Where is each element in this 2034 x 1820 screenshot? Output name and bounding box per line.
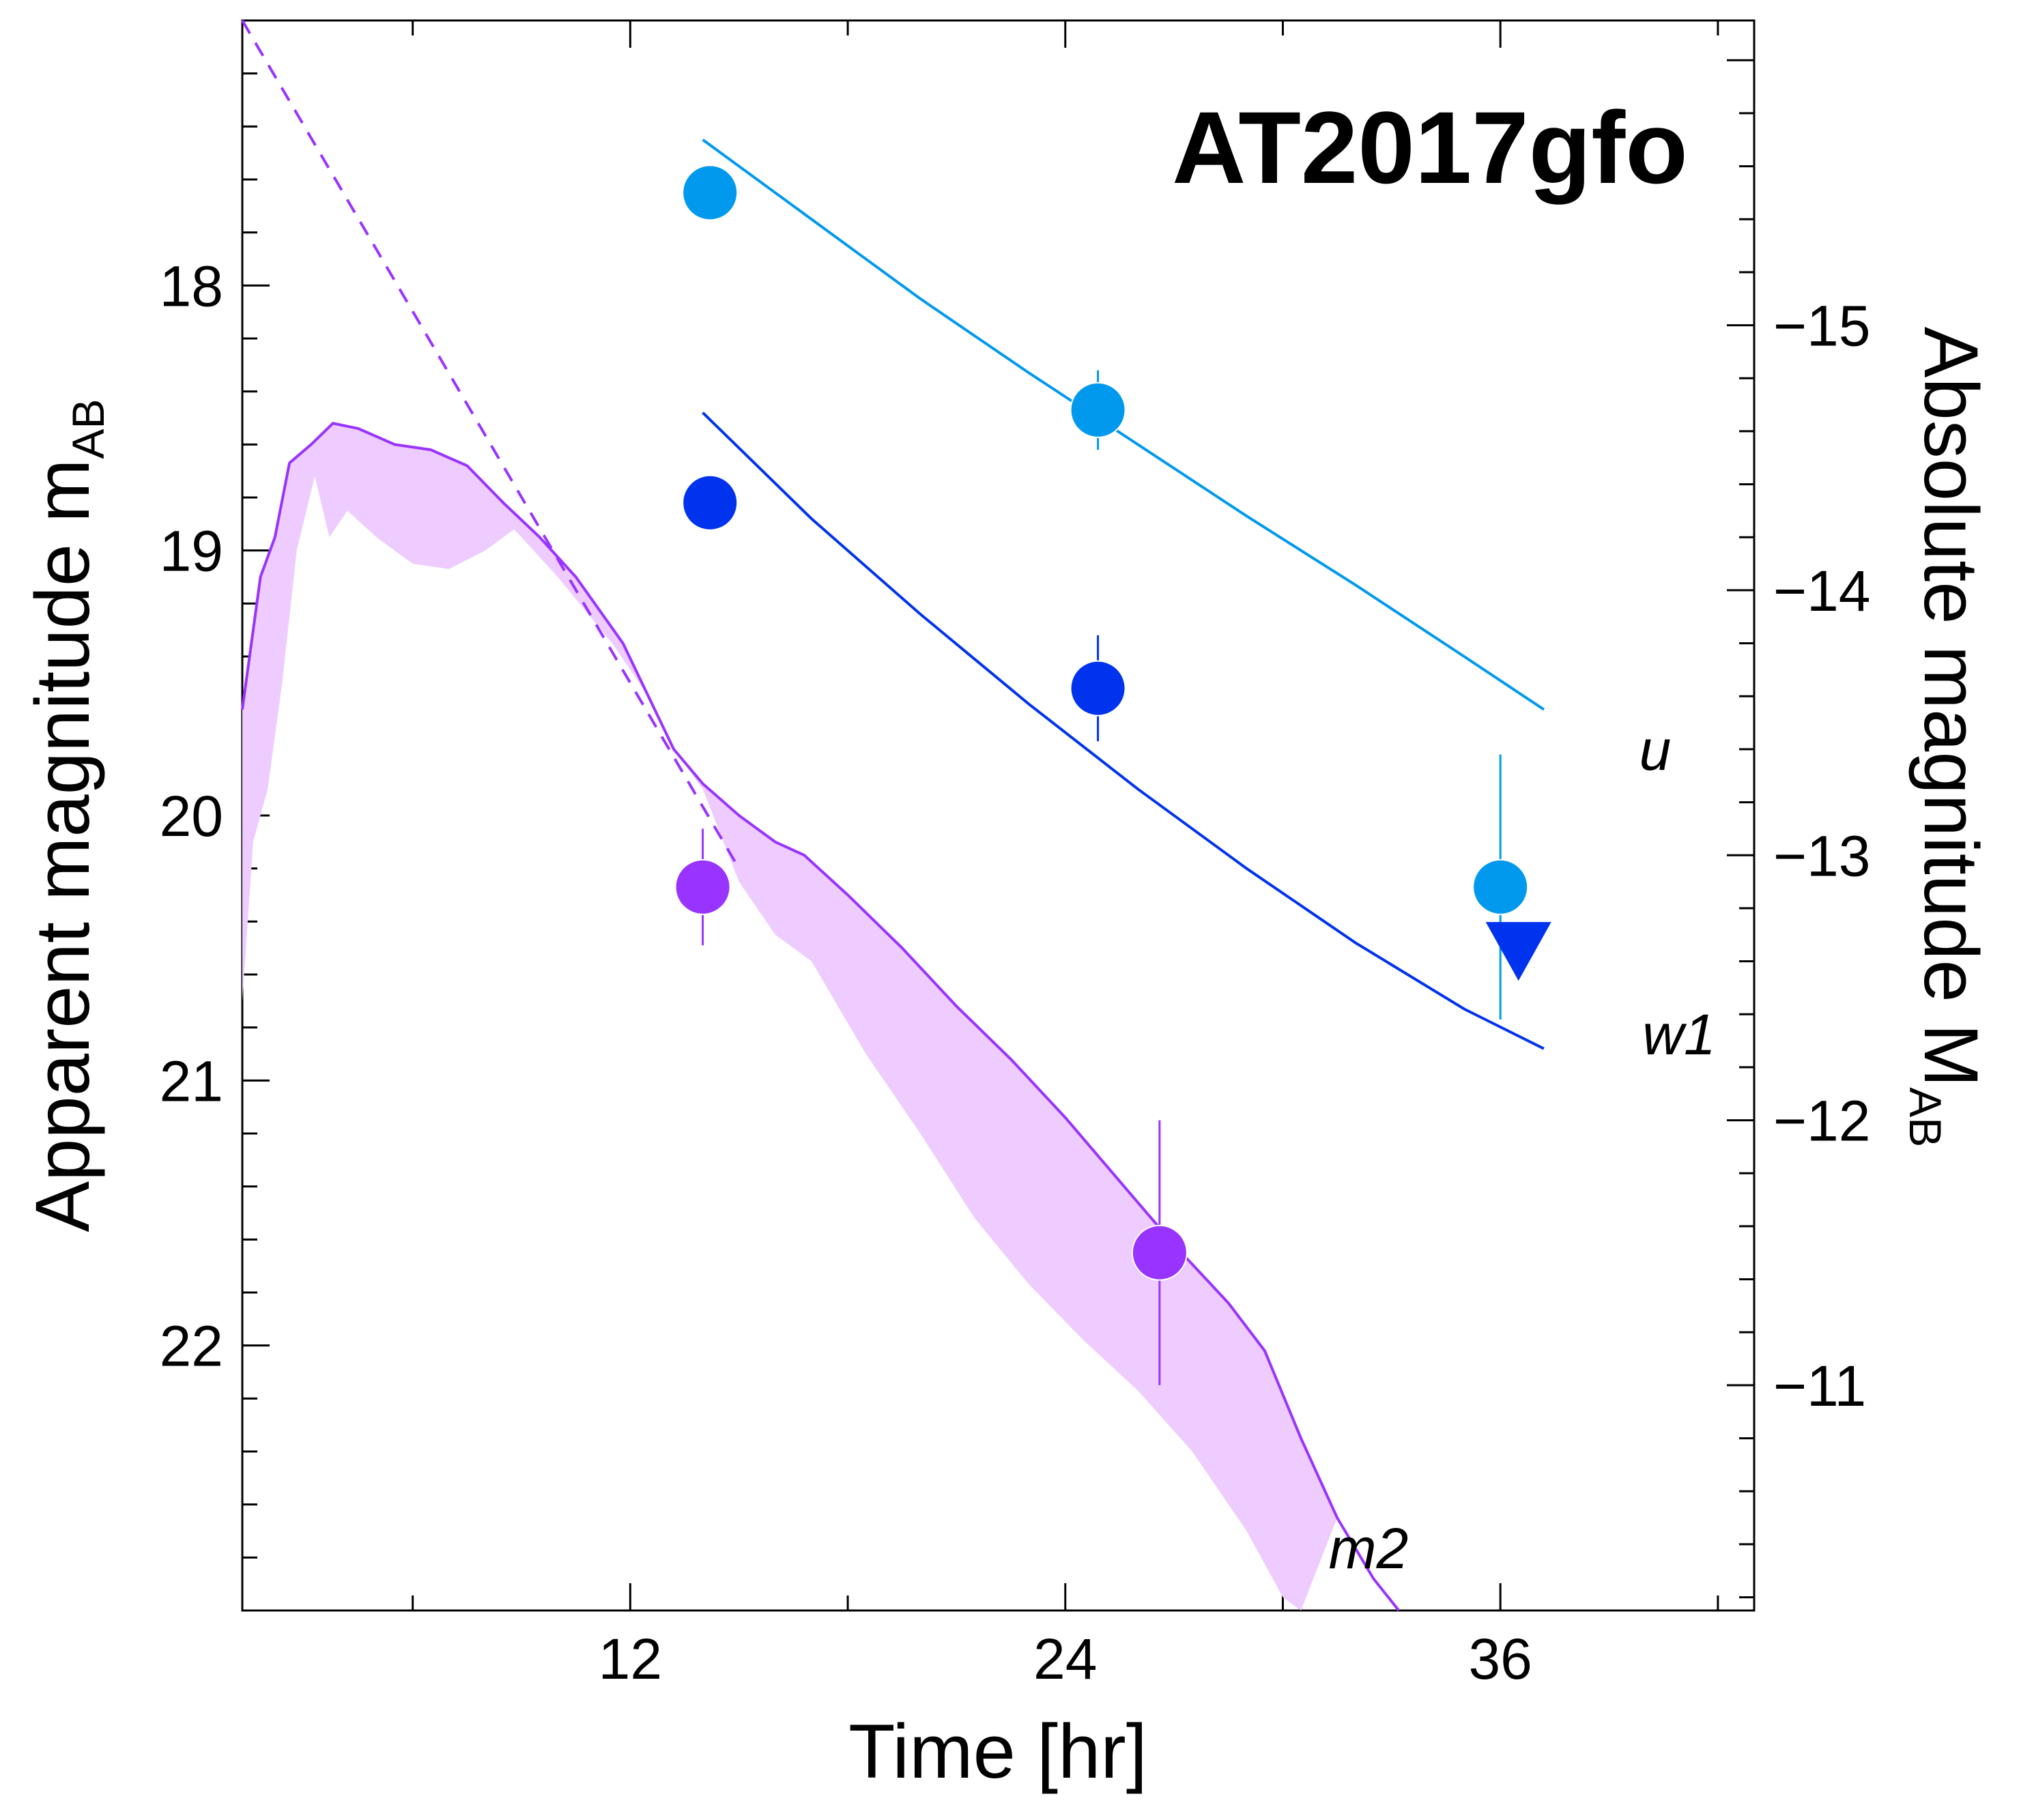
u-data-point — [1472, 858, 1529, 915]
y-axis-right-title: Absolute magnitude MAB — [1900, 327, 1994, 1147]
w1-model-line — [702, 411, 1545, 1050]
y2-tick-label: −11 — [1773, 1354, 1866, 1418]
y2-tick-label: −14 — [1773, 559, 1871, 623]
x-tick-label: 24 — [1033, 1627, 1097, 1691]
data-points-layer — [674, 164, 1551, 1385]
y-tick-label: 20 — [160, 784, 223, 848]
y-tick-label: 18 — [160, 254, 223, 318]
u-data-point — [682, 164, 739, 221]
m2-extrapolation-dashed-line — [241, 19, 741, 869]
y-tick-label: 21 — [160, 1049, 223, 1113]
w1-upper-limit-marker — [1485, 922, 1551, 981]
y-tick-label: 19 — [160, 519, 223, 583]
m2-model-range-layer — [242, 423, 1338, 1610]
w1-data-point — [682, 474, 739, 531]
y-axis-left-title-sub: AB — [63, 399, 113, 459]
x-axis-title: Time [hr] — [848, 1709, 1147, 1794]
y-axis-left-title-main: Apparent magnitude m — [20, 459, 105, 1232]
m2-data-point — [1131, 1224, 1188, 1281]
y2-tick-label: −13 — [1773, 824, 1871, 888]
u-data-point — [1070, 381, 1126, 438]
y-axis-right-title-sub: AB — [1900, 1087, 1951, 1147]
y2-tick-label: −12 — [1773, 1089, 1871, 1153]
y-axis-left-title: Apparent magnitude mAB — [20, 399, 113, 1232]
y2-tick-label: −15 — [1773, 294, 1871, 358]
chart-title: AT2017gfo — [1172, 90, 1688, 205]
w1-data-point — [1070, 660, 1126, 717]
plot-frame — [241, 19, 1756, 1612]
m2-data-point — [674, 858, 731, 915]
y-tick-label: 22 — [160, 1314, 223, 1378]
m2-model-range-band — [242, 423, 1338, 1610]
y-axis-right-title-main: Absolute magnitude M — [1908, 327, 1994, 1087]
m2-band-label: m2 — [1329, 1516, 1409, 1580]
u-band-label: u — [1639, 718, 1672, 782]
u-model-line — [702, 139, 1545, 711]
m2-model-line — [241, 422, 1400, 1612]
x-tick-label: 12 — [599, 1627, 662, 1691]
w1-band-label: w1 — [1642, 1002, 1715, 1067]
model-lines-layer — [241, 19, 1545, 1612]
tick-marks — [242, 20, 1754, 1610]
x-tick-label: 36 — [1468, 1627, 1532, 1691]
tick-labels-layer: 12 24 36 18 19 20 21 22 −15 −14 −13 −12 −11 — [160, 254, 1871, 1691]
